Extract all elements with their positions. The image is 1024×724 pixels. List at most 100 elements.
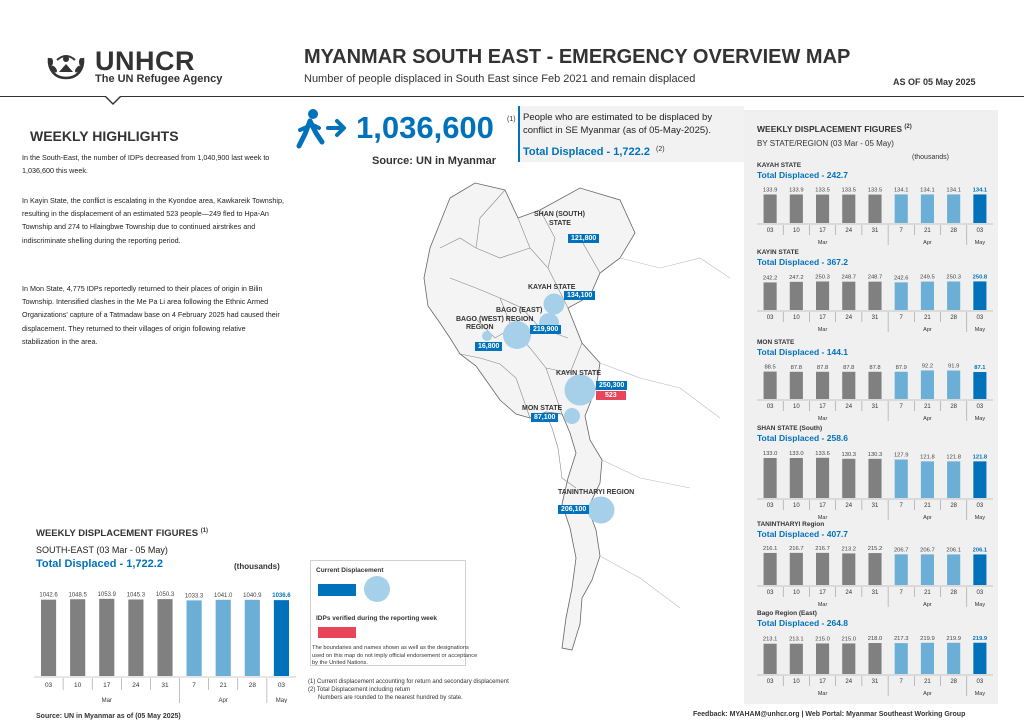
tick-label: 24 [845,228,852,234]
data-label: 87.8 [869,365,880,371]
southeast-chart-subtitle: SOUTH-EAST (03 Mar - 05 May) [36,545,168,555]
page-subtitle: Number of people displaced in South East… [304,73,696,85]
state-charts-subtitle: BY STATE/REGION (03 Mar - 05 May) [757,139,894,148]
data-label: 87.1 [974,365,986,371]
info-text: People who are estimated to be displaced… [523,112,713,136]
state-name: TANINTHARYI Region [757,521,825,528]
tanintharyi-bar-chart: 216.1 03 216.7 10 216.7 17 213.2 24 215.2 31 206.7… [757,546,993,607]
bar [273,600,290,676]
state-total: Total Displaced - 242.7 [757,170,849,180]
state-charts-title: WEEKLY DISPLACEMENT FIGURES (2) [757,124,912,134]
bar [186,600,202,676]
value-badge-kayin: 250,300 [596,381,628,390]
tick-label: 03 [977,503,984,509]
data-label: 215.0 [842,636,857,642]
bar [816,552,830,585]
month-label: Mar [818,416,828,421]
data-label: 206.7 [894,547,909,553]
data-label: 133.5 [815,188,830,194]
month-label: Apr [923,691,932,696]
bar [894,643,908,674]
tick-label: 21 [924,503,931,509]
data-label: 213.1 [763,637,778,643]
bar [973,281,987,310]
data-label: 1050.3 [156,592,175,598]
bar [244,599,260,676]
data-label: 1045.3 [127,592,146,598]
data-label: 215.2 [868,546,883,552]
tick-label: 31 [872,503,879,509]
data-label: 88.5 [764,365,775,371]
month-label: May [975,602,986,607]
data-label: 134.1 [946,187,961,193]
bar [789,458,803,498]
data-label: 1036.6 [272,593,291,599]
bar [763,458,777,498]
bar [789,552,803,585]
tick-label: 7 [900,228,904,234]
state-total: Total Displaced - 258.6 [757,433,849,443]
bar [920,281,934,310]
value-badge-mon: 87,100 [531,413,559,422]
legend-current-swatch [318,584,356,596]
tick-label: 03 [767,503,774,509]
data-label: 216.1 [763,546,778,552]
data-label: 213.2 [842,546,857,552]
data-label: 213.1 [789,637,804,643]
state-total: Total Displaced - 407.7 [757,529,849,539]
map-label-kayah: KAYAH STATE [528,284,576,291]
bar [894,371,908,399]
data-label: 133.5 [842,188,857,194]
tick-label: 7 [900,679,904,685]
page-title: MYANMAR SOUTH EAST - EMERGENCY OVERVIEW … [304,46,851,68]
bar [816,371,830,399]
mon-bar-chart: 88.5 03 87.8 10 87.8 17 87.8 24 87.8 31 87.9 7 92.2 2… [757,363,993,421]
displaced-count-footnote: (1) [507,116,516,123]
map-label-bago-west: BAGO (WEST) REGION [456,316,534,323]
data-label: 242.2 [763,275,778,281]
value-badge-kayah: 134,100 [564,291,596,300]
info-box [518,106,744,162]
month-label: Apr [923,416,932,421]
org-tagline: The UN Refugee Agency [95,73,223,85]
tick-label: 17 [819,404,826,410]
tick-label: 10 [793,503,800,509]
data-label: 1040.9 [243,593,262,599]
data-label: 134.1 [973,187,988,193]
tick-label: 28 [950,228,957,234]
bar [894,194,908,223]
month-label: May [975,416,986,421]
tick-label: 7 [192,682,196,689]
total-displaced-footnote: (2) [656,146,665,153]
southeast-chart-title: WEEKLY DISPLACEMENT FIGURES (1) [36,528,209,540]
tick-label: 03 [977,315,984,321]
bar [789,371,803,399]
data-label: 219.9 [973,636,988,642]
bar [947,281,961,310]
bar [947,461,961,498]
data-label: 133.5 [868,188,883,194]
footnote-3: Numbers are rounded to the nearest hundr… [318,695,463,701]
value-badge-shan: 121,800 [568,234,600,243]
tick-label: 03 [977,679,984,685]
month-label: Apr [923,327,932,332]
southeast-chart-total: Total Displaced - 1,722.2 [36,558,163,570]
data-label: 127.9 [894,453,909,459]
data-label: 216.7 [815,546,830,552]
org-name: UNHCR [95,46,195,76]
data-label: 217.3 [894,636,909,642]
month-label: Mar [818,515,828,520]
month-label: Mar [102,698,112,703]
tick-label: 7 [900,503,904,509]
footnotes: (1) Current displacement accounting for … [308,678,608,702]
data-label: 121.8 [920,454,935,460]
bar [920,554,934,585]
data-label: 87.8 [843,365,854,371]
data-label: 121.8 [973,454,988,460]
bar [99,598,115,676]
state-total: Total Displaced - 144.1 [757,347,849,357]
map-label-bago-east: BAGO (EAST) [496,307,543,314]
bar [920,461,934,498]
data-label: 242.6 [894,275,909,281]
data-label: 216.7 [789,546,804,552]
